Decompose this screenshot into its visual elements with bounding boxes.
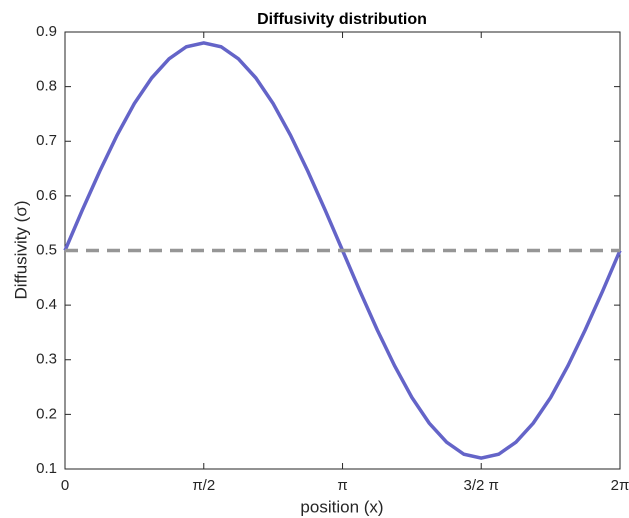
x-tick-label: 0 [61, 477, 69, 494]
x-tick-label: 2π [611, 477, 629, 494]
x-axis-label: position (x) [300, 497, 383, 516]
y-tick-label: 0.8 [36, 78, 57, 95]
y-axis-label: Diffusivity (σ) [11, 201, 30, 300]
y-tick-label: 0.7 [36, 132, 57, 149]
y-tick-label: 0.2 [36, 405, 57, 422]
y-tick-label: 0.3 [36, 351, 57, 368]
y-tick-label: 0.5 [36, 241, 57, 258]
x-tick-label: π/2 [192, 477, 215, 494]
chart-title: Diffusivity distribution [257, 11, 427, 28]
y-tick-label: 0.4 [36, 296, 57, 313]
y-tick-label: 0.1 [36, 460, 57, 477]
x-tick-label: 3/2 π [464, 477, 499, 494]
y-tick-label: 0.9 [36, 23, 57, 40]
x-tick-label: π [337, 477, 347, 494]
y-tick-label: 0.6 [36, 187, 57, 204]
